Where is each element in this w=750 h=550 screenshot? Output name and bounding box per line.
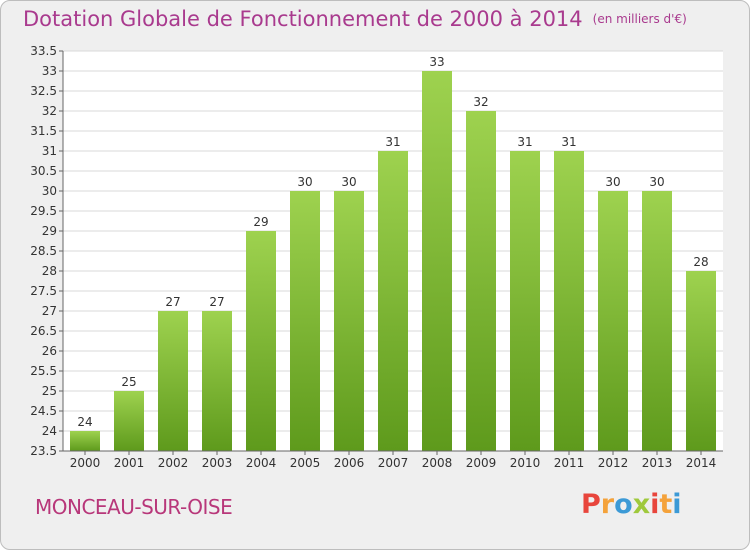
bar-2012 [598, 191, 628, 451]
value-label-2006: 30 [341, 175, 356, 189]
value-label-2012: 30 [605, 175, 620, 189]
chart-title-text: Dotation Globale de Fonctionnement de 20… [23, 7, 583, 31]
x-tick-label-2014: 2014 [686, 456, 717, 470]
value-label-2013: 30 [649, 175, 664, 189]
value-label-2011: 31 [561, 135, 576, 149]
logo-letter: x [632, 489, 651, 520]
value-label-2007: 31 [385, 135, 400, 149]
y-tick-label: 26 [42, 344, 57, 358]
x-tick-label-2008: 2008 [422, 456, 453, 470]
y-tick-label: 32 [42, 104, 57, 118]
y-tick-label: 24 [42, 424, 57, 438]
bar-2011 [554, 151, 584, 451]
bar-2001 [114, 391, 144, 451]
y-tick-label: 29.5 [30, 204, 57, 218]
x-tick-label-2006: 2006 [334, 456, 365, 470]
bar-2005 [290, 191, 320, 451]
y-tick-label: 30 [42, 184, 57, 198]
x-tick-label-2009: 2009 [466, 456, 497, 470]
bar-2003 [202, 311, 232, 451]
chart-subtitle: (en milliers d'€) [592, 12, 687, 26]
bar-2008 [422, 71, 452, 451]
value-label-2010: 31 [517, 135, 532, 149]
y-tick-label: 31.5 [30, 124, 57, 138]
y-tick-label: 30.5 [30, 164, 57, 178]
value-label-2008: 33 [429, 55, 444, 69]
value-label-2014: 28 [693, 255, 708, 269]
x-tick-label-2007: 2007 [378, 456, 409, 470]
logo-letter: P [581, 489, 601, 520]
bar-2006 [334, 191, 364, 451]
bar-2000 [70, 431, 100, 451]
y-tick-label: 28 [42, 264, 57, 278]
bar-2004 [246, 231, 276, 451]
proxiti-logo: Proxiti [581, 489, 682, 520]
value-label-2009: 32 [473, 95, 488, 109]
y-tick-label: 31 [42, 144, 57, 158]
y-tick-label: 25.5 [30, 364, 57, 378]
y-tick-label: 33 [42, 64, 57, 78]
bar-2010 [510, 151, 540, 451]
x-tick-label-2010: 2010 [510, 456, 541, 470]
value-label-2001: 25 [121, 375, 136, 389]
value-label-2004: 29 [253, 215, 268, 229]
y-tick-label: 29 [42, 224, 57, 238]
value-label-2000: 24 [77, 415, 92, 429]
y-tick-label: 26.5 [30, 324, 57, 338]
x-tick-label-2000: 2000 [70, 456, 101, 470]
y-tick-label: 27 [42, 304, 57, 318]
y-tick-label: 33.5 [30, 44, 57, 58]
bar-2007 [378, 151, 408, 451]
x-tick-label-2002: 2002 [158, 456, 189, 470]
bar-2014 [686, 271, 716, 451]
bar-2002 [158, 311, 188, 451]
value-label-2002: 27 [165, 295, 180, 309]
logo-letter: o [614, 489, 633, 520]
y-tick-label: 25 [42, 384, 57, 398]
commune-name: MONCEAU-SUR-OISE [35, 495, 233, 519]
x-tick-label-2011: 2011 [554, 456, 585, 470]
y-tick-label: 28.5 [30, 244, 57, 258]
y-tick-label: 24.5 [30, 404, 57, 418]
x-tick-label-2001: 2001 [114, 456, 145, 470]
bar-2013 [642, 191, 672, 451]
logo-letter: t [659, 489, 673, 520]
x-tick-label-2012: 2012 [598, 456, 629, 470]
chart-title: Dotation Globale de Fonctionnement de 20… [23, 7, 687, 31]
x-tick-label-2004: 2004 [246, 456, 277, 470]
logo-letter: r [600, 489, 615, 520]
bar-2009 [466, 111, 496, 451]
value-label-2003: 27 [209, 295, 224, 309]
x-tick-label-2013: 2013 [642, 456, 673, 470]
y-tick-label: 27.5 [30, 284, 57, 298]
logo-letter: i [672, 489, 682, 520]
x-tick-label-2003: 2003 [202, 456, 233, 470]
value-label-2005: 30 [297, 175, 312, 189]
logo-letter: i [650, 489, 660, 520]
x-tick-label-2005: 2005 [290, 456, 321, 470]
y-tick-label: 23.5 [30, 444, 57, 458]
y-tick-label: 32.5 [30, 84, 57, 98]
